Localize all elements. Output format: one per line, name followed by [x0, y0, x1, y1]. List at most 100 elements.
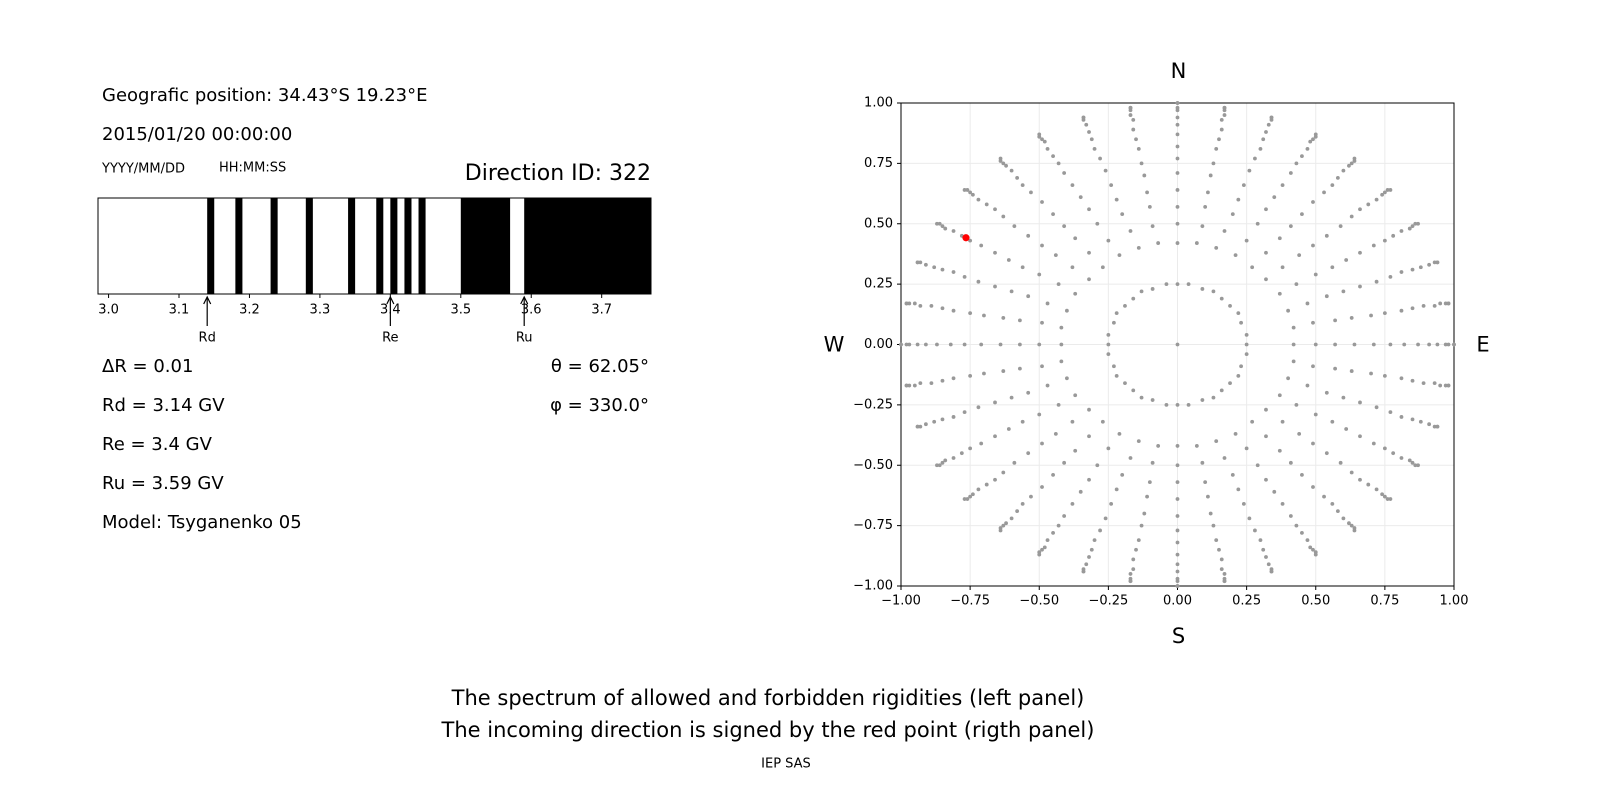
direction-point	[1051, 212, 1055, 216]
direction-point	[932, 419, 937, 424]
direction-point	[1344, 258, 1349, 262]
direction-point	[1341, 395, 1346, 400]
direction-point	[1352, 528, 1357, 533]
direction-point	[1200, 460, 1205, 465]
direction-point	[1114, 311, 1119, 316]
direction-point	[1291, 342, 1296, 347]
direction-point	[1211, 161, 1216, 166]
direction-point	[1322, 494, 1326, 499]
direction-point	[1087, 250, 1091, 255]
direction-point	[1446, 342, 1451, 347]
direction-point	[1020, 265, 1025, 270]
direction-point	[1175, 579, 1180, 584]
direction-point	[1156, 444, 1161, 448]
direction-point	[1084, 562, 1089, 567]
direction-point	[1175, 463, 1180, 468]
direction-label: N	[1171, 59, 1187, 83]
direction-point	[907, 383, 912, 388]
direction-point	[1324, 451, 1329, 456]
arrow-head	[203, 295, 212, 305]
y-tick-label: 0.25	[864, 277, 893, 292]
direction-point	[1261, 137, 1266, 142]
direction-point	[1324, 294, 1329, 299]
direction-point	[1399, 308, 1404, 313]
direction-point	[1037, 342, 1042, 347]
direction-point	[1300, 212, 1304, 216]
direction-point	[1117, 431, 1122, 436]
direction-point	[1446, 301, 1451, 306]
direction-point	[1089, 137, 1094, 142]
direction-point	[1311, 137, 1315, 142]
direction-point	[1349, 214, 1354, 219]
direction-id: Direction ID: 322	[465, 161, 651, 186]
direction-point	[1297, 431, 1302, 436]
direction-point	[915, 260, 920, 265]
direction-point	[1175, 480, 1180, 485]
forbidden-band	[376, 198, 384, 294]
direction-point	[1347, 521, 1351, 526]
direction-point	[912, 383, 917, 388]
direction-point	[951, 308, 956, 313]
direction-point	[1277, 291, 1282, 296]
direction-point	[1374, 405, 1379, 410]
direction-point	[1382, 494, 1387, 499]
direction-point	[935, 342, 939, 347]
direction-point	[1214, 146, 1219, 151]
direction-point	[976, 279, 981, 284]
direction-point	[1247, 516, 1252, 521]
direction-point	[1388, 410, 1393, 415]
direction-point	[1349, 316, 1354, 320]
direction-point	[1059, 359, 1064, 364]
direction-point	[1421, 381, 1426, 386]
direction-point	[1313, 552, 1318, 557]
direction-point	[1291, 325, 1296, 330]
direction-point	[1175, 221, 1180, 226]
direction-point	[1128, 572, 1133, 576]
direction-point	[1371, 441, 1376, 446]
x-tick-label: 3.1	[169, 303, 190, 318]
direction-point	[1037, 552, 1042, 557]
direction-point	[1200, 224, 1205, 229]
direction-point	[1382, 238, 1387, 243]
direction-point	[1258, 538, 1263, 543]
direction-point	[918, 424, 923, 429]
direction-point	[1087, 477, 1091, 482]
direction-point	[1382, 190, 1387, 195]
info-line: Rd = 3.14 GV	[102, 395, 225, 416]
spectrum-border	[97, 197, 652, 295]
forbidden-band	[348, 198, 356, 294]
direction-point	[899, 342, 903, 347]
direction-point	[1219, 127, 1224, 132]
direction-point	[1017, 318, 1022, 323]
direction-point	[1098, 156, 1102, 161]
x-tick-label: 3.6	[521, 303, 542, 318]
direction-point	[1369, 313, 1373, 318]
direction-point	[1145, 494, 1149, 499]
direction-point	[1070, 501, 1075, 506]
direction-point	[1065, 308, 1069, 313]
direction-point	[1244, 446, 1249, 451]
direction-point	[940, 417, 945, 422]
direction-point	[1056, 523, 1061, 528]
direction-point	[1269, 115, 1274, 120]
direction-point	[1175, 402, 1180, 407]
direction-point	[1432, 303, 1437, 308]
direction-point	[1208, 173, 1213, 178]
direction-point	[1374, 279, 1379, 284]
direction-point	[1045, 146, 1050, 151]
direction-point	[968, 373, 973, 378]
direction-point	[1070, 419, 1075, 424]
direction-point	[1001, 369, 1006, 373]
x-tick-label: −0.50	[1019, 594, 1059, 609]
direction-point	[951, 376, 956, 381]
direction-point	[1012, 460, 1017, 465]
direction-point	[976, 405, 981, 410]
direction-point	[1264, 130, 1268, 134]
direction-point	[1261, 547, 1266, 552]
x-tick-label: −0.25	[1088, 594, 1128, 609]
direction-point	[1029, 190, 1033, 195]
direction-point	[1073, 448, 1078, 453]
direction-point	[1236, 311, 1241, 316]
forbidden-band	[207, 198, 215, 294]
direction-point	[1222, 579, 1227, 584]
